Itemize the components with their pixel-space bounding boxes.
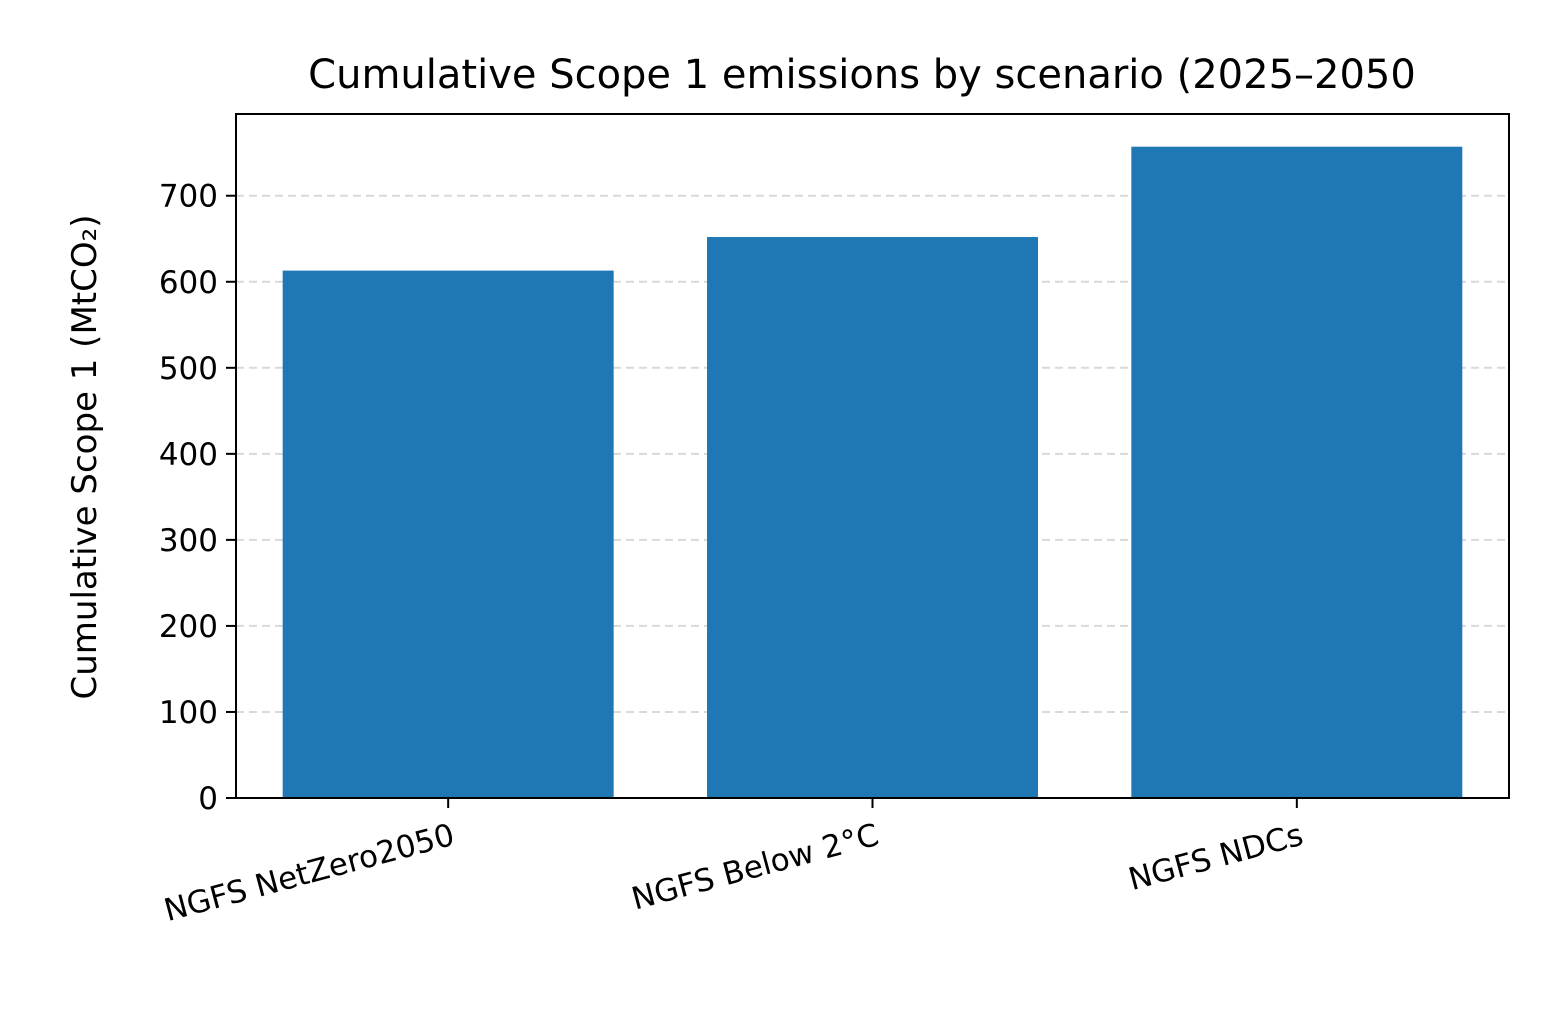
- bar: [1131, 146, 1463, 798]
- bar: [282, 270, 614, 798]
- y-tick-label: 300: [159, 523, 218, 559]
- chart-title: Cumulative Scope 1 emissions by scenario…: [308, 52, 1416, 98]
- y-tick-label: 600: [159, 265, 218, 301]
- x-axis-ticks: NGFS NetZero2050 NGFS Below 2°C NGFS NDCs: [160, 798, 1307, 929]
- bars: [282, 146, 1463, 799]
- y-tick-label: 100: [159, 695, 218, 731]
- bar: [707, 237, 1038, 799]
- y-tick-label: 500: [159, 351, 218, 387]
- x-tick-label: NGFS NDCs: [1125, 817, 1307, 898]
- x-tick-label: NGFS Below 2°C: [628, 817, 883, 918]
- y-tick-label: 0: [198, 781, 218, 817]
- y-axis-ticks: 0 100 200 300 400 500 600 700: [159, 179, 236, 817]
- x-tick-label: NGFS NetZero2050: [160, 817, 458, 929]
- y-axis-label: Cumulative Scope 1 (MtCO₂): [65, 214, 105, 699]
- y-tick-label: 200: [159, 609, 218, 645]
- y-tick-label: 700: [159, 179, 218, 215]
- y-tick-label: 400: [159, 437, 218, 473]
